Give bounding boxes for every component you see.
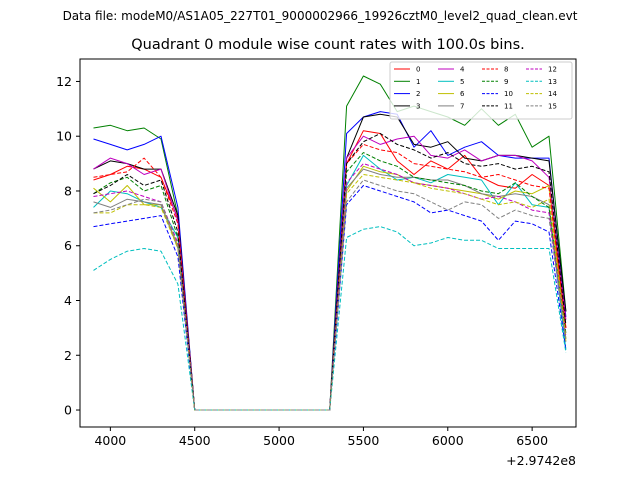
x-tick-label: 4000 [94, 433, 126, 448]
data-file-label: Data file: modeM0/AS1A05_227T01_90000029… [63, 9, 578, 23]
legend-label-3: 3 [416, 102, 420, 110]
y-tick-label: 12 [56, 74, 72, 89]
legend-label-11: 11 [504, 102, 513, 110]
y-tick-label: 4 [64, 293, 72, 308]
x-tick-label: 6500 [516, 433, 548, 448]
legend-box [389, 61, 573, 120]
y-tick-label: 2 [64, 348, 72, 363]
y-tick-label: 10 [56, 129, 72, 144]
axes-frame [79, 58, 577, 428]
x-tick-label: 5000 [263, 433, 295, 448]
legend-label-12: 12 [548, 66, 557, 74]
legend-label-4: 4 [460, 66, 465, 74]
x-offset-label: +2.9742e8 [506, 453, 576, 468]
y-tick-label: 6 [64, 238, 72, 253]
chart-title: Quadrant 0 module wise count rates with … [131, 37, 525, 53]
x-tick-label: 4500 [179, 433, 211, 448]
y-tick-label: 8 [64, 183, 72, 198]
legend-label-5: 5 [460, 78, 464, 86]
legend-label-10: 10 [504, 90, 513, 98]
legend-label-14: 14 [548, 90, 557, 98]
legend-label-9: 9 [504, 78, 508, 86]
x-tick-label: 5500 [348, 433, 380, 448]
legend-label-0: 0 [416, 66, 420, 74]
legend-label-15: 15 [548, 102, 557, 110]
legend-label-13: 13 [548, 78, 557, 86]
legend-label-1: 1 [416, 78, 420, 86]
x-tick-label: 6000 [432, 433, 464, 448]
legend-label-7: 7 [460, 102, 464, 110]
legend-label-8: 8 [504, 66, 508, 74]
legend-label-6: 6 [460, 90, 465, 98]
series-line-15 [93, 179, 567, 411]
legend-label-2: 2 [416, 90, 420, 98]
y-tick-label: 0 [64, 403, 72, 418]
series-lines [93, 75, 567, 411]
